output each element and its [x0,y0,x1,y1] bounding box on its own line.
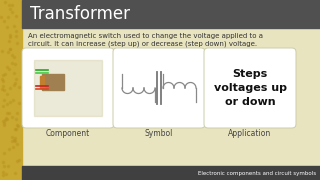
Bar [22,166,320,180]
FancyBboxPatch shape [204,48,296,128]
Text: Application: Application [228,129,272,138]
Bar [22,0,320,28]
FancyBboxPatch shape [22,48,114,128]
FancyBboxPatch shape [113,48,205,128]
Text: Transformer: Transformer [30,5,130,23]
Text: Component: Component [46,129,90,138]
Text: Electronic components and circuit symbols: Electronic components and circuit symbol… [198,170,316,175]
Bar [0,0,22,180]
Text: Symbol: Symbol [145,129,173,138]
Bar [42,74,64,90]
Text: circuit. It can increase (step up) or decrease (step down) voltage.: circuit. It can increase (step up) or de… [28,41,257,47]
Bar [40,76,44,88]
Text: An electromagnetic switch used to change the voltage applied to a: An electromagnetic switch used to change… [28,33,263,39]
Text: Steps
voltages up
or down: Steps voltages up or down [213,69,286,107]
Bar [34,60,102,116]
